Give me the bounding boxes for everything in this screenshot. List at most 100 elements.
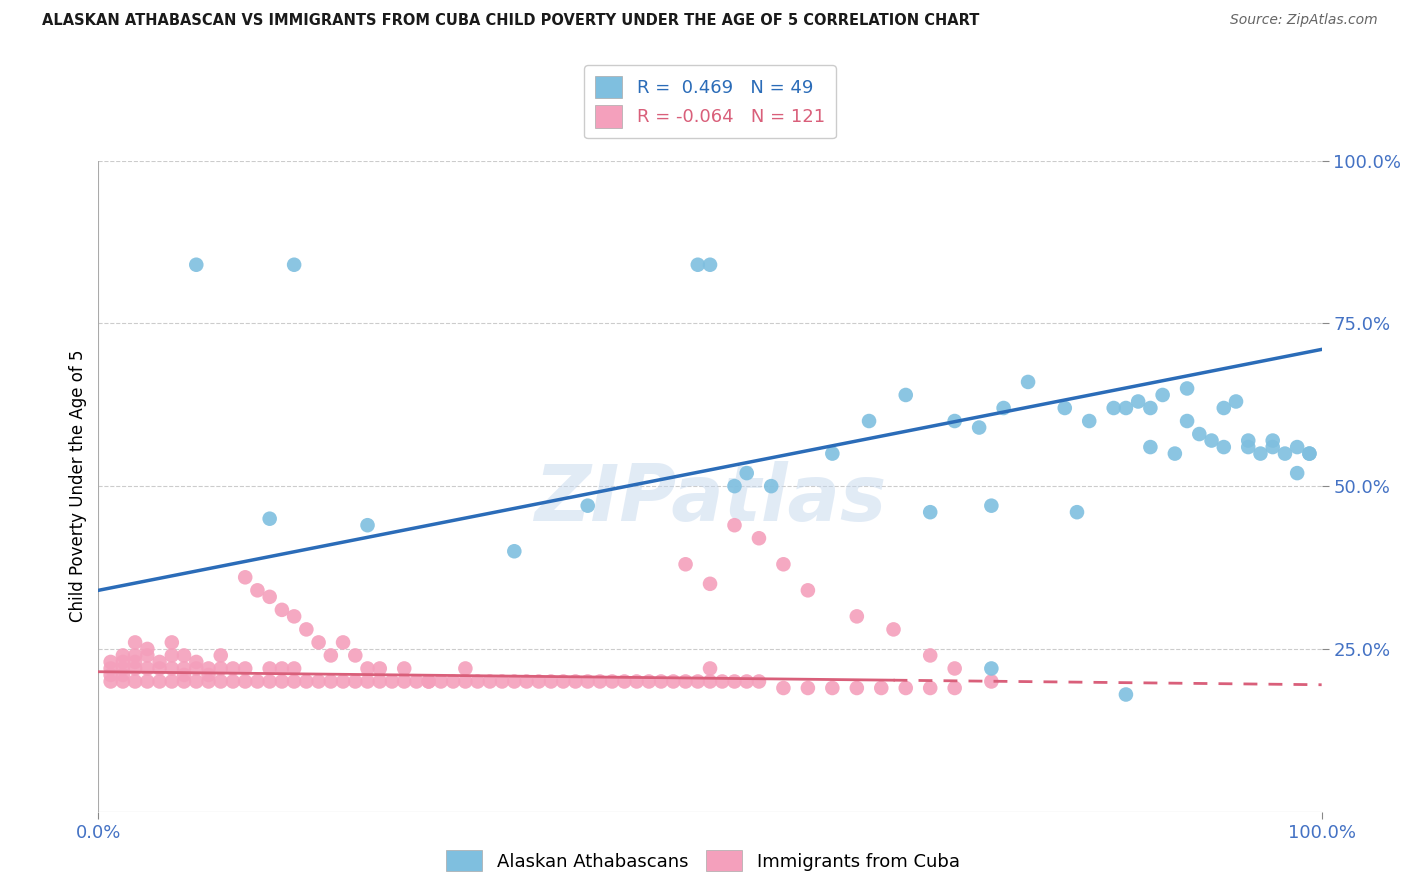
- Point: [259, 661, 281, 675]
- Point: [160, 661, 183, 675]
- Point: [1115, 688, 1137, 702]
- Point: [319, 648, 342, 663]
- Point: [943, 661, 966, 675]
- Point: [748, 531, 770, 545]
- Point: [259, 674, 281, 689]
- Point: [515, 674, 537, 689]
- Point: [259, 511, 281, 525]
- Point: [392, 661, 416, 675]
- Point: [1175, 414, 1198, 428]
- Point: [1128, 394, 1150, 409]
- Point: [772, 681, 794, 695]
- Point: [246, 674, 269, 689]
- Point: [1188, 427, 1211, 442]
- Point: [381, 674, 404, 689]
- Point: [111, 668, 134, 682]
- Point: [319, 674, 342, 689]
- Point: [136, 648, 159, 663]
- Point: [283, 674, 305, 689]
- Point: [209, 661, 232, 675]
- Point: [613, 674, 636, 689]
- Legend: R =  0.469   N = 49, R = -0.064   N = 121: R = 0.469 N = 49, R = -0.064 N = 121: [585, 65, 835, 138]
- Point: [491, 674, 513, 689]
- Point: [503, 674, 526, 689]
- Point: [748, 674, 770, 689]
- Point: [160, 648, 183, 663]
- Point: [576, 674, 599, 689]
- Point: [699, 258, 721, 272]
- Point: [1261, 434, 1284, 448]
- Point: [111, 661, 134, 675]
- Point: [356, 518, 378, 533]
- Point: [1225, 394, 1247, 409]
- Point: [209, 648, 232, 663]
- Point: [980, 661, 1002, 675]
- Point: [967, 420, 990, 434]
- Point: [675, 674, 697, 689]
- Point: [124, 674, 146, 689]
- Point: [149, 661, 172, 675]
- Point: [1237, 440, 1260, 454]
- Point: [454, 661, 477, 675]
- Point: [454, 674, 477, 689]
- Point: [723, 479, 745, 493]
- Point: [980, 499, 1002, 513]
- Point: [723, 674, 745, 689]
- Point: [894, 681, 917, 695]
- Point: [650, 674, 672, 689]
- Point: [699, 674, 721, 689]
- Point: [368, 661, 391, 675]
- Point: [735, 466, 758, 480]
- Point: [1249, 446, 1271, 460]
- Point: [1139, 401, 1161, 415]
- Point: [845, 681, 868, 695]
- Point: [418, 674, 440, 689]
- Point: [883, 623, 905, 637]
- Point: [100, 668, 122, 682]
- Point: [638, 674, 661, 689]
- Point: [160, 635, 183, 649]
- Point: [1261, 440, 1284, 454]
- Point: [1298, 446, 1320, 460]
- Point: [686, 258, 709, 272]
- Point: [920, 648, 942, 663]
- Point: [111, 674, 134, 689]
- Point: [344, 648, 367, 663]
- Point: [1139, 440, 1161, 454]
- Point: [943, 681, 966, 695]
- Point: [136, 674, 159, 689]
- Point: [295, 623, 318, 637]
- Point: [356, 661, 378, 675]
- Point: [1102, 401, 1125, 415]
- Point: [540, 674, 562, 689]
- Point: [308, 635, 330, 649]
- Point: [1201, 434, 1223, 448]
- Point: [675, 558, 697, 572]
- Point: [600, 674, 623, 689]
- Point: [503, 544, 526, 558]
- Point: [797, 681, 820, 695]
- Point: [564, 674, 586, 689]
- Point: [993, 401, 1015, 415]
- Point: [186, 674, 208, 689]
- Point: [100, 674, 122, 689]
- Point: [295, 674, 318, 689]
- Text: Source: ZipAtlas.com: Source: ZipAtlas.com: [1230, 13, 1378, 28]
- Point: [186, 258, 208, 272]
- Point: [259, 590, 281, 604]
- Point: [283, 661, 305, 675]
- Point: [344, 674, 367, 689]
- Point: [576, 499, 599, 513]
- Point: [332, 674, 354, 689]
- Point: [553, 674, 575, 689]
- Point: [270, 603, 294, 617]
- Point: [858, 414, 880, 428]
- Point: [1164, 446, 1187, 460]
- Point: [478, 674, 501, 689]
- Point: [233, 661, 256, 675]
- Point: [197, 668, 219, 682]
- Point: [173, 661, 195, 675]
- Point: [1152, 388, 1174, 402]
- Point: [1017, 375, 1039, 389]
- Point: [149, 674, 172, 689]
